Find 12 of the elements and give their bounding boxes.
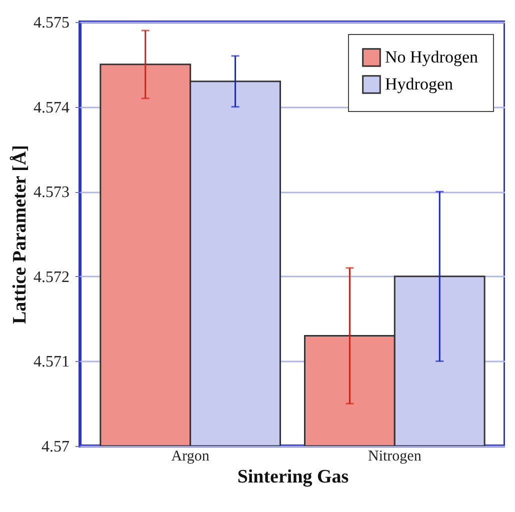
legend-label: Hydrogen: [385, 74, 454, 94]
y-tick-label: 4.57: [42, 438, 70, 456]
y-tick-label: 4.575: [34, 14, 70, 32]
x-tick-label: Argon: [171, 448, 210, 464]
y-tick-label: 4.572: [34, 268, 70, 286]
legend-label: No Hydrogen: [385, 48, 479, 66]
y-tick-label: 4.574: [34, 99, 70, 116]
y-axis-title: Lattice Parameter [Å]: [10, 145, 30, 324]
x-tick-label: Nitrogen: [368, 448, 422, 464]
y-tick-label: 4.573: [34, 184, 70, 202]
y-tick-label: 4.571: [34, 354, 70, 371]
x-axis-title: Sintering Gas: [237, 466, 349, 488]
